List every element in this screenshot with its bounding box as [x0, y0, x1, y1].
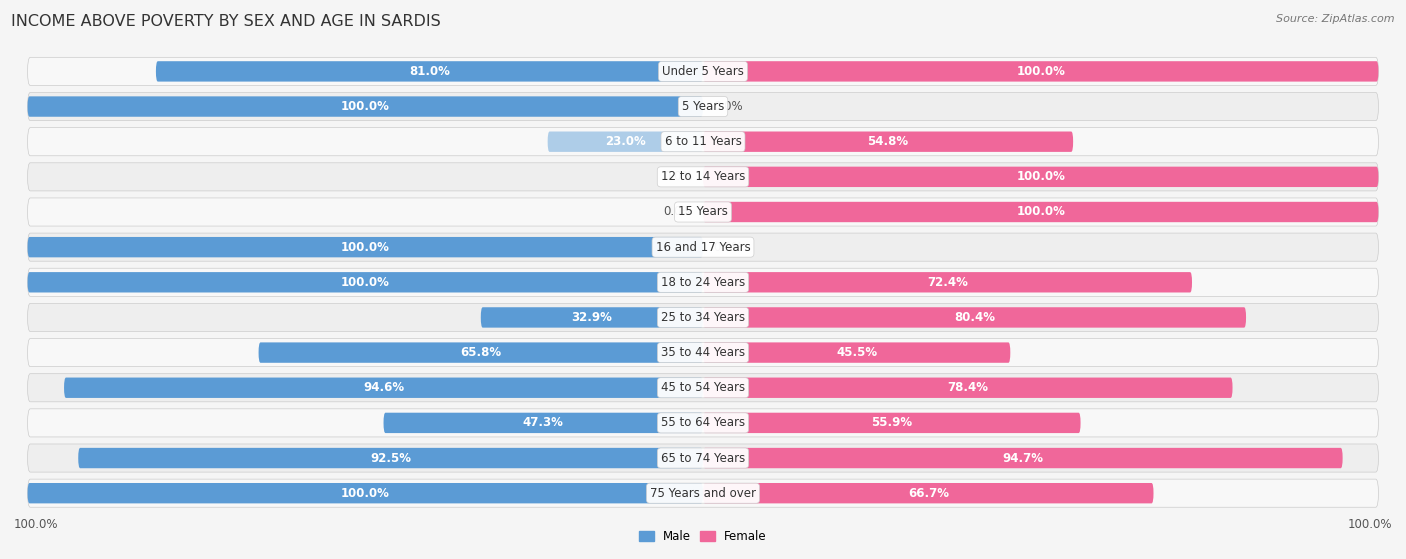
FancyBboxPatch shape: [481, 307, 703, 328]
Text: 55.9%: 55.9%: [872, 416, 912, 429]
FancyBboxPatch shape: [28, 58, 1378, 86]
Text: 100.0%: 100.0%: [1017, 206, 1066, 219]
Text: 54.8%: 54.8%: [868, 135, 908, 148]
Text: 92.5%: 92.5%: [370, 452, 411, 465]
Text: 65.8%: 65.8%: [460, 346, 502, 359]
FancyBboxPatch shape: [703, 413, 1081, 433]
FancyBboxPatch shape: [28, 409, 1378, 437]
Text: 81.0%: 81.0%: [409, 65, 450, 78]
Text: 32.9%: 32.9%: [571, 311, 613, 324]
FancyBboxPatch shape: [79, 448, 703, 468]
Text: INCOME ABOVE POVERTY BY SEX AND AGE IN SARDIS: INCOME ABOVE POVERTY BY SEX AND AGE IN S…: [11, 14, 441, 29]
Text: 6 to 11 Years: 6 to 11 Years: [665, 135, 741, 148]
Text: 100.0%: 100.0%: [340, 487, 389, 500]
Text: 100.0%: 100.0%: [340, 100, 389, 113]
Text: 16 and 17 Years: 16 and 17 Years: [655, 240, 751, 254]
FancyBboxPatch shape: [703, 448, 1343, 468]
Text: 100.0%: 100.0%: [340, 240, 389, 254]
FancyBboxPatch shape: [156, 61, 703, 82]
Text: 100.0%: 100.0%: [14, 519, 59, 532]
Text: 0.0%: 0.0%: [713, 100, 742, 113]
FancyBboxPatch shape: [703, 307, 1246, 328]
FancyBboxPatch shape: [28, 272, 703, 292]
FancyBboxPatch shape: [384, 413, 703, 433]
Text: 66.7%: 66.7%: [908, 487, 949, 500]
FancyBboxPatch shape: [28, 479, 1378, 507]
FancyBboxPatch shape: [703, 61, 1378, 82]
FancyBboxPatch shape: [28, 373, 1378, 402]
FancyBboxPatch shape: [28, 268, 1378, 296]
FancyBboxPatch shape: [28, 198, 1378, 226]
FancyBboxPatch shape: [703, 343, 1011, 363]
Text: 55 to 64 Years: 55 to 64 Years: [661, 416, 745, 429]
Text: 35 to 44 Years: 35 to 44 Years: [661, 346, 745, 359]
Text: 94.7%: 94.7%: [1002, 452, 1043, 465]
Text: 25 to 34 Years: 25 to 34 Years: [661, 311, 745, 324]
Text: Under 5 Years: Under 5 Years: [662, 65, 744, 78]
Text: 75 Years and over: 75 Years and over: [650, 487, 756, 500]
Text: 15 Years: 15 Years: [678, 206, 728, 219]
FancyBboxPatch shape: [28, 127, 1378, 156]
Text: 100.0%: 100.0%: [1017, 170, 1066, 183]
Text: 47.3%: 47.3%: [523, 416, 564, 429]
FancyBboxPatch shape: [28, 339, 1378, 367]
Text: 23.0%: 23.0%: [605, 135, 645, 148]
FancyBboxPatch shape: [28, 233, 1378, 261]
Text: 45 to 54 Years: 45 to 54 Years: [661, 381, 745, 394]
FancyBboxPatch shape: [703, 202, 1378, 222]
FancyBboxPatch shape: [28, 444, 1378, 472]
Text: 12 to 14 Years: 12 to 14 Years: [661, 170, 745, 183]
Text: 5 Years: 5 Years: [682, 100, 724, 113]
Text: 0.0%: 0.0%: [664, 170, 693, 183]
FancyBboxPatch shape: [28, 96, 703, 117]
FancyBboxPatch shape: [703, 272, 1192, 292]
Text: 0.0%: 0.0%: [664, 206, 693, 219]
Text: 65 to 74 Years: 65 to 74 Years: [661, 452, 745, 465]
FancyBboxPatch shape: [28, 304, 1378, 331]
FancyBboxPatch shape: [28, 92, 1378, 121]
FancyBboxPatch shape: [28, 163, 1378, 191]
FancyBboxPatch shape: [28, 237, 703, 257]
Text: 45.5%: 45.5%: [837, 346, 877, 359]
Text: Source: ZipAtlas.com: Source: ZipAtlas.com: [1277, 14, 1395, 24]
FancyBboxPatch shape: [259, 343, 703, 363]
FancyBboxPatch shape: [703, 167, 1378, 187]
FancyBboxPatch shape: [703, 483, 1153, 504]
Text: 100.0%: 100.0%: [1347, 519, 1392, 532]
FancyBboxPatch shape: [28, 483, 703, 504]
Legend: Male, Female: Male, Female: [634, 525, 772, 548]
Text: 78.4%: 78.4%: [948, 381, 988, 394]
FancyBboxPatch shape: [65, 377, 703, 398]
Text: 100.0%: 100.0%: [340, 276, 389, 289]
Text: 0.0%: 0.0%: [713, 240, 742, 254]
FancyBboxPatch shape: [548, 131, 703, 152]
Text: 94.6%: 94.6%: [363, 381, 404, 394]
Text: 100.0%: 100.0%: [1017, 65, 1066, 78]
Text: 18 to 24 Years: 18 to 24 Years: [661, 276, 745, 289]
Text: 72.4%: 72.4%: [927, 276, 967, 289]
FancyBboxPatch shape: [703, 377, 1233, 398]
Text: 80.4%: 80.4%: [955, 311, 995, 324]
FancyBboxPatch shape: [703, 131, 1073, 152]
